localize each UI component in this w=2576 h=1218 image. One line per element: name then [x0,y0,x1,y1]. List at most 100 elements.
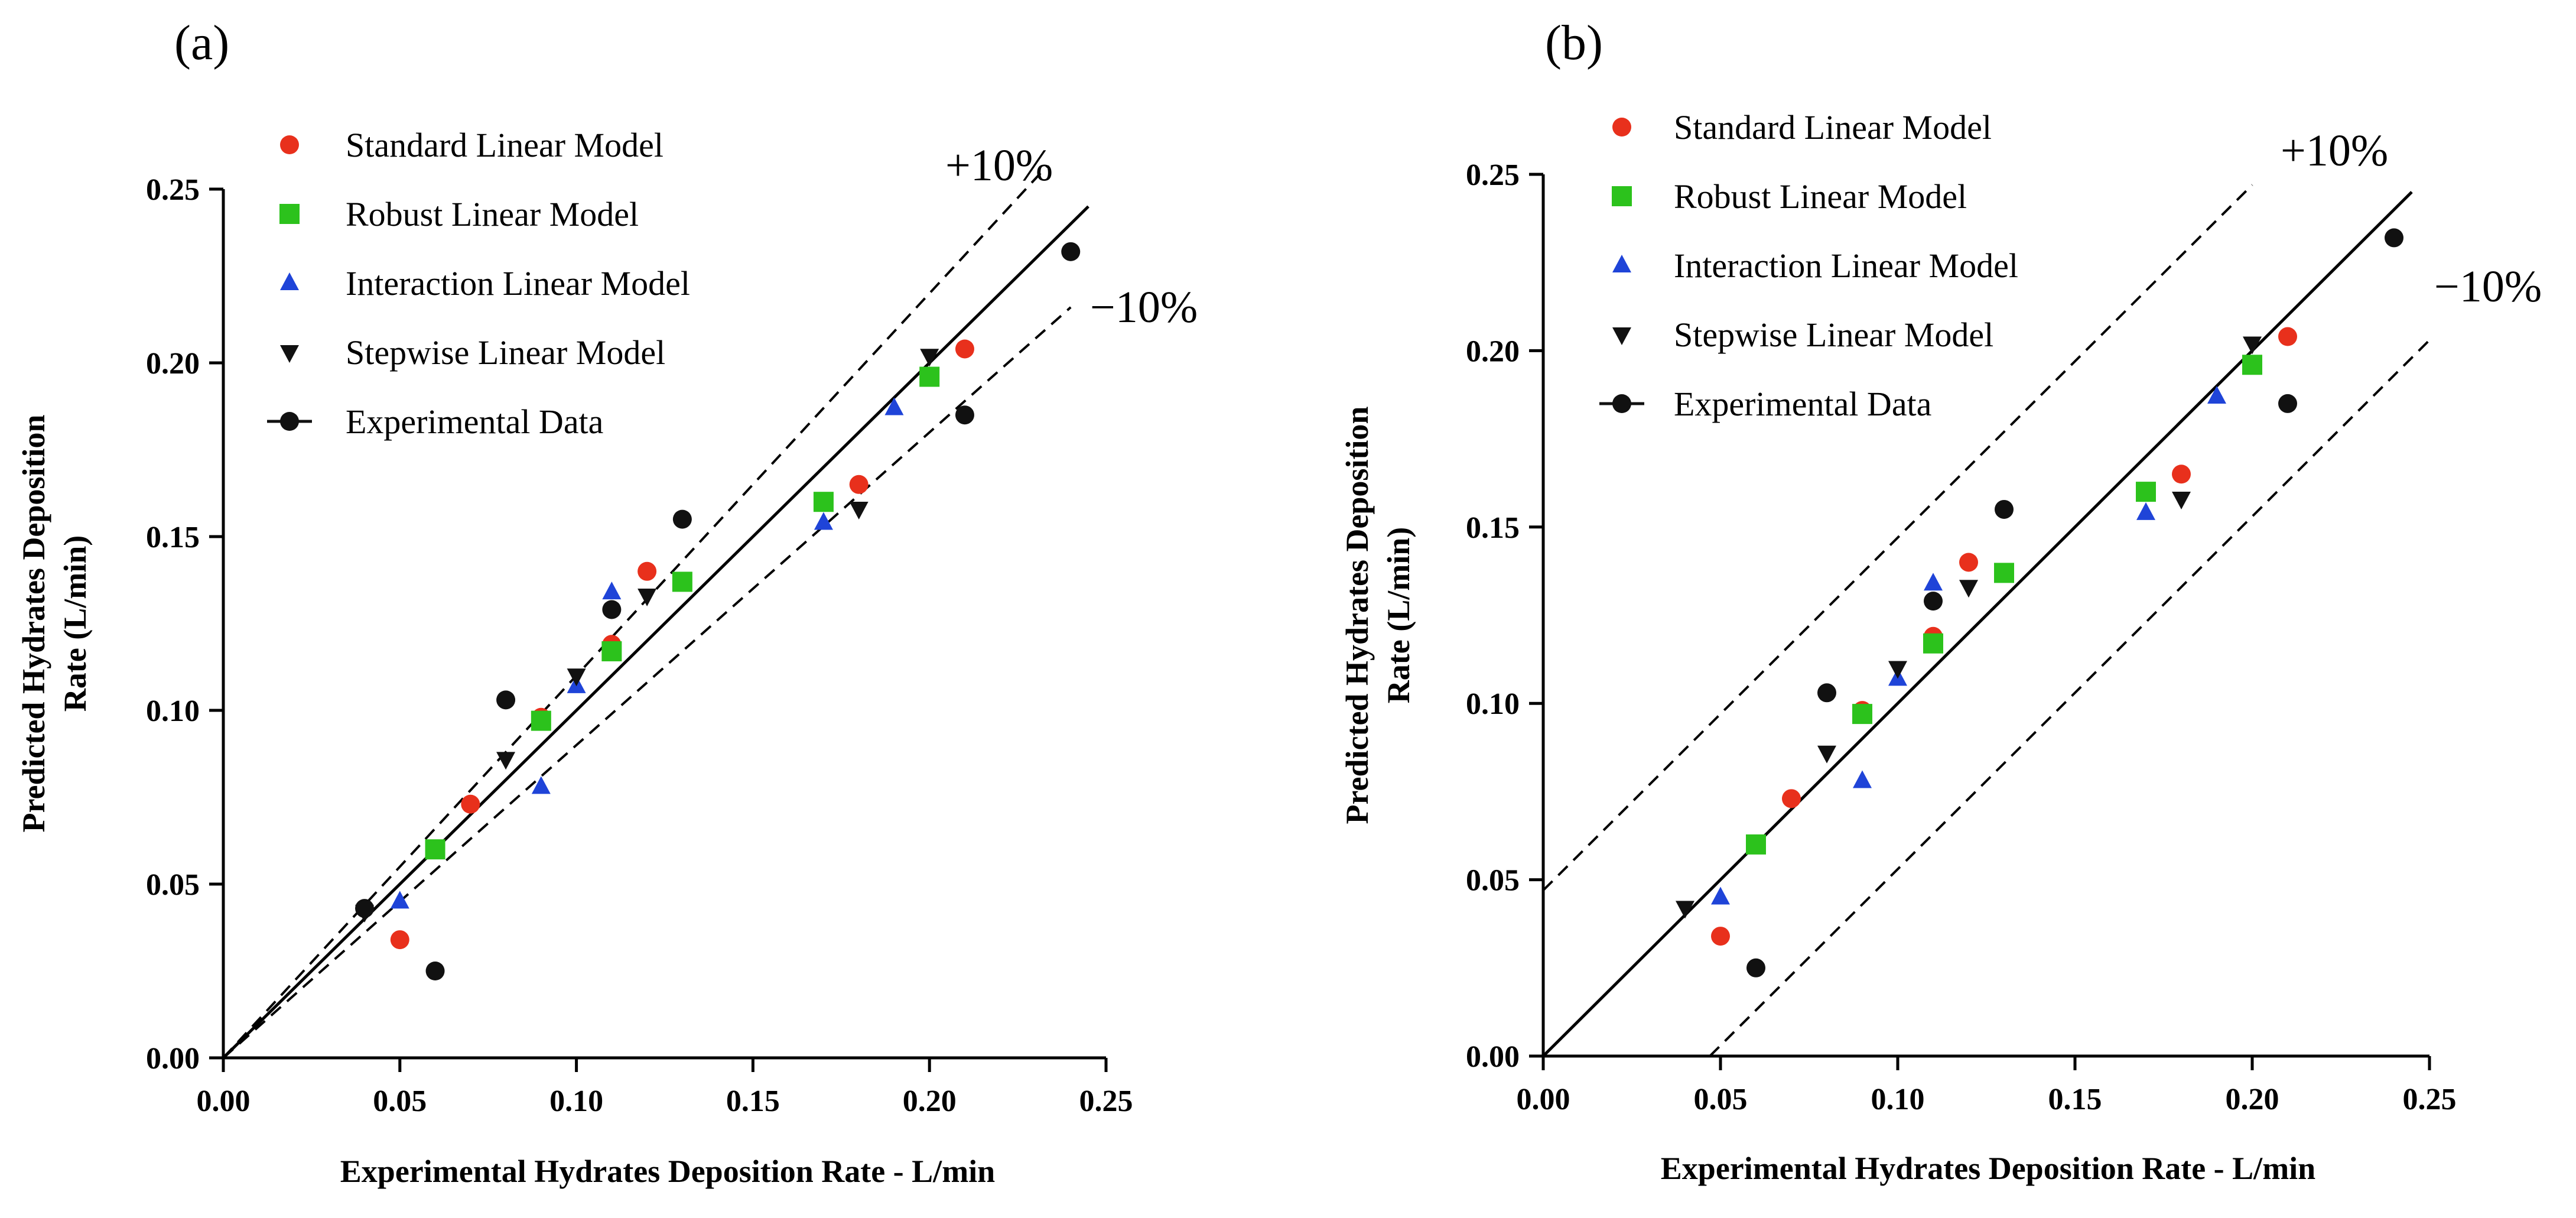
x-tick-label: 0.15 [2048,1083,2102,1116]
y-tick-label: 0.00 [1466,1040,1520,1074]
data-point [390,891,409,909]
data-point [1711,886,1730,905]
legend-label: Stepwise Linear Model [1674,316,1993,354]
data-point [1746,958,1765,977]
x-tick-label: 0.05 [1694,1083,1748,1116]
data-point [884,397,904,415]
y-tick-label: 0.10 [146,694,200,728]
y-axis-label-line2: Rate (L/min) [57,535,93,712]
x-tick-label: 0.05 [373,1084,427,1118]
data-point [814,512,833,530]
data-point [496,690,516,710]
data-point [425,839,445,860]
legend-marker [280,272,299,290]
legend: Standard Linear Model Robust Linear Model… [267,126,690,441]
y-tick-label: 0.20 [1466,334,1520,368]
data-point [602,600,622,619]
x-tick-label: 0.10 [549,1084,603,1118]
legend-marker [1612,394,1631,413]
data-point [672,509,692,529]
series-experimental-data [1746,228,2403,977]
plus-10-line [223,165,1049,1058]
legend-label: Experimental Data [1674,385,1931,423]
data-point [2278,327,2297,346]
y-tick-label: 0.20 [146,347,200,381]
series-robust-linear-model [1746,355,2262,855]
panel-a: (a) 0.00 0.05 0.10 0.15 0.20 0.25 0.00 0.05 0.10 0… [16,15,1198,1189]
data-point [1817,683,1836,703]
y-tick-label: 0.25 [1466,158,1520,192]
x-tick-label: 0.00 [1517,1083,1570,1116]
data-point [2136,482,2156,502]
x-axis-label: Experimental Hydrates Deposition Rate - … [1661,1151,2315,1186]
data-point [2243,336,2262,355]
minus-10-label: −10% [1090,282,1198,332]
x-tick-label: 0.25 [1079,1084,1133,1118]
data-point [849,501,869,519]
data-point [425,962,445,980]
data-point [2207,385,2226,404]
data-point [1711,927,1730,946]
data-point [1995,499,2014,519]
legend-label: Robust Linear Model [346,195,639,233]
data-point [2242,355,2262,375]
data-point [638,588,657,606]
data-point [1924,592,1943,611]
data-point [461,794,480,814]
data-point [1853,770,1872,788]
series-experimental-data [355,242,1081,980]
y-tick-label: 0.25 [146,173,200,207]
panel-label: (a) [174,15,229,70]
x-tick-label: 0.15 [726,1084,780,1118]
series-robust-linear-model [425,366,940,860]
data-point [1746,834,1766,855]
data-point [955,339,974,359]
data-point [567,668,586,687]
legend-marker [1612,327,1631,345]
data-point [955,405,974,425]
data-point [672,571,692,592]
minus-10-line [1709,339,2429,1056]
y-tick-label: 0.15 [146,521,200,554]
data-point [1888,661,1907,679]
x-tick-label: 0.10 [1871,1083,1925,1116]
data-point [1852,704,1872,725]
data-point [813,492,834,512]
data-point [919,366,940,387]
y-tick-label: 0.05 [1466,864,1520,898]
legend-label: Interaction Linear Model [346,264,690,303]
legend-marker [279,204,300,224]
x-tick-label: 0.20 [903,1084,957,1118]
data-point [2278,394,2297,413]
y-tick-label: 0.15 [1466,511,1520,545]
data-point [1782,789,1801,808]
data-point [2172,492,2191,510]
legend-label: Standard Linear Model [1674,108,1992,147]
data-point [1924,573,1943,591]
data-point [1994,563,2014,583]
legend-marker [280,345,299,363]
y-tick-label: 0.00 [146,1042,200,1076]
legend-marker [1612,186,1632,206]
data-point [531,710,551,731]
legend-marker [1612,118,1631,137]
legend: Standard Linear Model Robust Linear Model… [1599,108,2018,423]
legend-label: Standard Linear Model [346,126,663,164]
data-point [2385,228,2403,248]
y-tick-label: 0.05 [146,868,200,902]
data-point [601,641,622,662]
legend-marker [1612,255,1631,272]
panel-label: (b) [1545,15,1603,70]
legend-label: Stepwise Linear Model [346,333,665,372]
data-point [602,582,622,600]
plus-10-label: +10% [2281,126,2388,176]
y-tick-label: 0.10 [1466,687,1520,721]
data-point [920,349,939,367]
panel-b: (b) 0.00 0.05 0.10 0.15 0.20 0.25 0.00 0.05 0.10 0… [1339,15,2542,1186]
data-point [390,930,409,950]
minus-10-line [223,306,1072,1058]
data-point [638,561,657,581]
legend-label: Robust Linear Model [1674,177,1967,216]
